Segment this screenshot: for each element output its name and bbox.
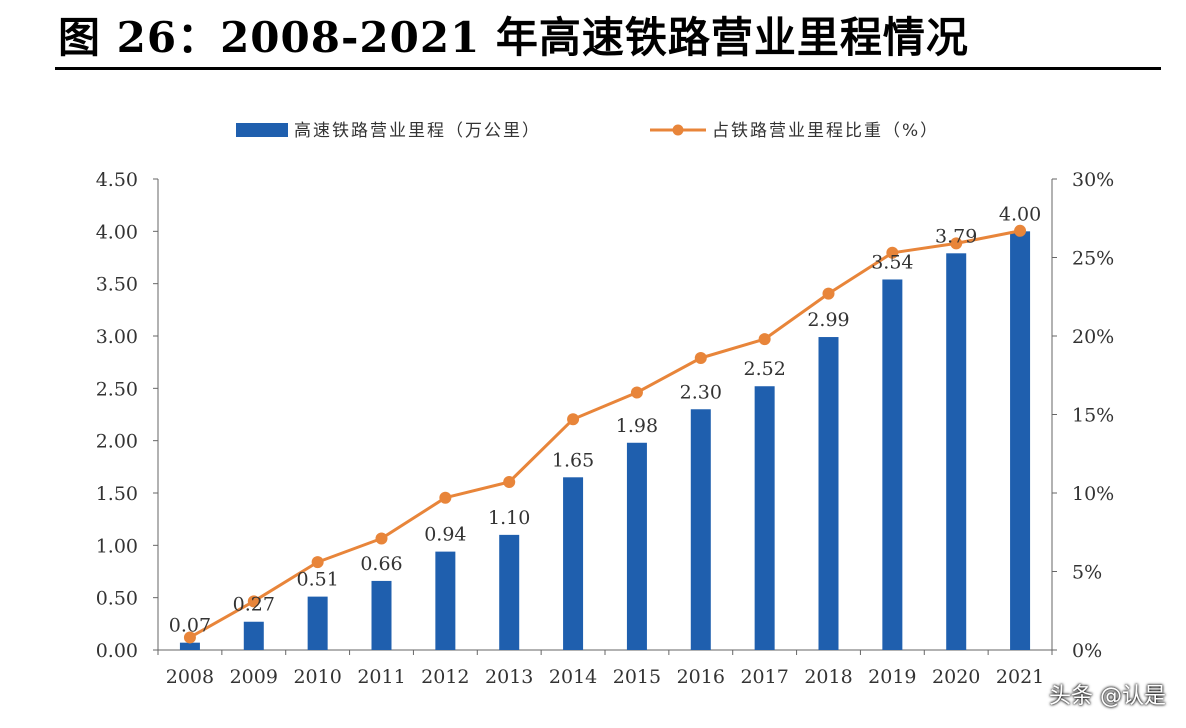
ratio-point xyxy=(567,413,580,426)
bar xyxy=(499,534,520,650)
bar-value-label: 2.30 xyxy=(680,381,722,403)
title-divider xyxy=(55,67,1161,70)
left-tick-label: 0.50 xyxy=(96,588,138,610)
bar xyxy=(307,596,328,650)
bar xyxy=(882,279,903,650)
bar xyxy=(1010,231,1031,651)
left-tick-label: 3.00 xyxy=(96,326,138,348)
x-tick-label: 2013 xyxy=(485,666,533,688)
left-tick-label: 0.00 xyxy=(96,640,138,662)
ratio-point xyxy=(1014,224,1027,237)
left-tick-label: 2.50 xyxy=(96,378,138,400)
ratio-point xyxy=(758,333,771,346)
bar-value-label: 4.00 xyxy=(999,203,1041,225)
left-tick-label: 1.00 xyxy=(96,535,138,557)
x-tick-label: 2009 xyxy=(230,666,278,688)
ratio-point xyxy=(886,246,899,259)
x-tick-label: 2015 xyxy=(613,666,661,688)
bar xyxy=(690,409,711,650)
ratio-point xyxy=(439,491,452,504)
right-tick-label: 5% xyxy=(1072,562,1102,584)
bar xyxy=(946,253,967,650)
bar-value-label: 0.66 xyxy=(360,553,402,575)
legend: 高速铁路营业里程（万公里） 占铁路营业里程比重（%） xyxy=(236,121,939,141)
bar xyxy=(243,621,264,650)
bar-value-label: 0.94 xyxy=(424,524,466,546)
data-labels: 0.07 0.27 0.51 0.66 0.94 1.10 1.65 1.98 2.30 2.52… xyxy=(169,203,1041,636)
x-tick-label: 2011 xyxy=(357,666,405,688)
ratio-point xyxy=(630,386,643,399)
x-tick-label: 2020 xyxy=(932,666,980,688)
bar-value-label: 2.99 xyxy=(807,309,849,331)
legend-bar-label: 高速铁路营业里程（万公里） xyxy=(294,121,541,141)
watermark: 头条 @认是 xyxy=(1049,684,1166,709)
x-tick-label: 2019 xyxy=(868,666,916,688)
legend-line-marker xyxy=(672,124,684,136)
bar-value-label: 0.07 xyxy=(169,615,211,637)
ratio-point xyxy=(183,631,196,644)
left-tick-label: 4.50 xyxy=(96,169,138,191)
figure-title: 图 26：2008-2021 年高速铁路营业里程情况 xyxy=(58,13,969,62)
x-tick-label: 2014 xyxy=(549,666,597,688)
x-tick-label: 2018 xyxy=(804,666,852,688)
ratio-line-series xyxy=(183,224,1027,644)
bar xyxy=(818,337,839,650)
left-tick-label: 1.50 xyxy=(96,483,138,505)
right-tick-label: 15% xyxy=(1072,405,1114,427)
bar-value-label: 0.27 xyxy=(233,594,275,616)
bar xyxy=(179,642,200,650)
right-tick-label: 20% xyxy=(1072,326,1114,348)
x-tick-label: 2010 xyxy=(293,666,341,688)
bar xyxy=(371,580,392,650)
left-tick-label: 3.50 xyxy=(96,274,138,296)
ratio-point xyxy=(375,532,388,545)
ratio-point xyxy=(247,595,260,608)
left-tick-label: 4.00 xyxy=(96,221,138,243)
bar-value-label: 1.98 xyxy=(616,415,658,437)
x-tick-label: 2021 xyxy=(996,666,1044,688)
x-tick-label: 2008 xyxy=(166,666,214,688)
bar xyxy=(626,442,647,650)
left-tick-label: 2.00 xyxy=(96,431,138,453)
legend-bar-swatch xyxy=(236,123,288,137)
x-tick-label: 2016 xyxy=(677,666,725,688)
ratio-point xyxy=(950,237,963,250)
right-tick-label: 25% xyxy=(1072,248,1114,270)
x-tick-label: 2012 xyxy=(421,666,469,688)
bar-value-label: 1.65 xyxy=(552,449,594,471)
ratio-point xyxy=(503,476,516,489)
bar-series xyxy=(179,231,1031,651)
right-tick-label: 0% xyxy=(1072,640,1102,662)
bar xyxy=(563,477,584,650)
ratio-point xyxy=(822,287,835,300)
bar xyxy=(754,386,775,650)
right-tick-label: 30% xyxy=(1072,169,1114,191)
axes: 0.00 0.50 1.00 1.50 2.00 2.50 3.00 3.50 4.00 4.50… xyxy=(96,169,1115,688)
ratio-line xyxy=(189,229,1021,639)
ratio-point xyxy=(311,556,324,569)
right-tick-label: 10% xyxy=(1072,483,1114,505)
bar-value-label: 3.79 xyxy=(935,225,977,247)
bar-value-label: 0.51 xyxy=(296,569,338,591)
bar xyxy=(435,551,456,650)
x-tick-label: 2017 xyxy=(740,666,788,688)
legend-line-label: 占铁路营业里程比重（%） xyxy=(712,121,939,141)
bar-value-label: 2.52 xyxy=(743,358,785,380)
bar-value-label: 3.54 xyxy=(871,251,913,273)
bar-value-label: 1.10 xyxy=(488,507,530,529)
ratio-point xyxy=(694,351,707,364)
